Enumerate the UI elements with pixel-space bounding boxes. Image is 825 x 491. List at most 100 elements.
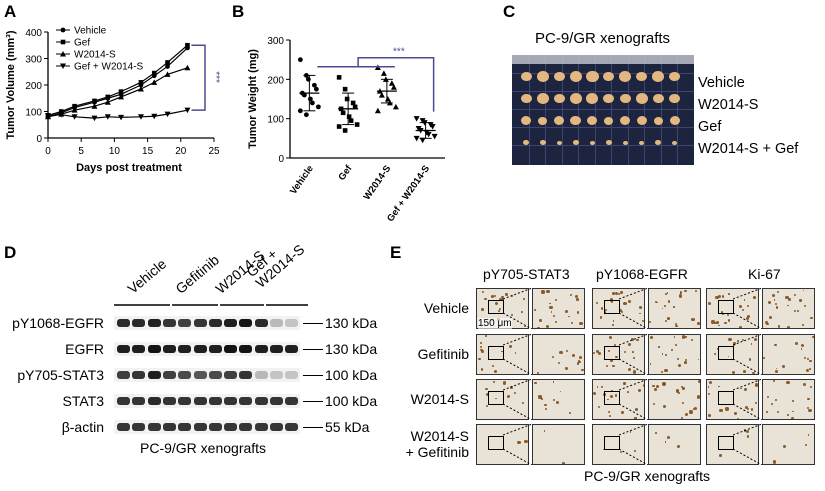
data-point	[413, 116, 420, 122]
panel-a-chart: 0 100 200 300 400 0 5 10 15 20 25 Days post treatme…	[5, 26, 221, 175]
stain-dot	[803, 382, 807, 386]
blot-band	[147, 345, 161, 353]
stain-dot	[495, 397, 498, 400]
ihc-low-mag-tile	[706, 334, 759, 375]
stain-dot	[727, 313, 730, 317]
tumor	[586, 93, 598, 104]
blot-band	[147, 423, 161, 431]
stain-dot	[791, 416, 795, 419]
kda-label: 100 kDa	[325, 367, 378, 383]
stain-dot	[802, 289, 805, 292]
blot-row-label: STAT3	[62, 393, 105, 409]
zoom-line	[619, 312, 649, 329]
stain-dot	[673, 306, 675, 308]
stain-dot	[680, 385, 684, 389]
zoom-lines	[619, 334, 649, 375]
stain-dot	[808, 408, 812, 412]
zoom-line	[619, 379, 649, 391]
ihc-column-label: pY1068-EGFR	[596, 266, 688, 282]
series-point	[45, 112, 51, 119]
data-point	[303, 112, 309, 118]
tumor	[619, 71, 631, 82]
tumor	[554, 116, 564, 125]
blot-band	[285, 319, 299, 327]
stain-dot	[707, 392, 711, 396]
panel-c-title: PC-9/GR xenografts	[535, 30, 671, 47]
zoom-lines	[503, 424, 533, 465]
blot-band	[208, 345, 222, 353]
ihc-row-label-line: W2014-S	[410, 428, 469, 444]
ihc-zoom-tile	[532, 334, 585, 375]
tumor	[636, 116, 647, 125]
stain-dot	[610, 394, 614, 398]
stain-dot	[767, 395, 770, 399]
stain-dot	[708, 302, 712, 306]
tumor	[669, 93, 680, 104]
stain-dot	[579, 321, 583, 326]
blot-band	[224, 397, 238, 405]
stain-dot	[608, 349, 611, 352]
blot-band	[239, 397, 253, 405]
data-point	[354, 122, 360, 127]
stain-dot	[620, 410, 624, 414]
stain-dot	[751, 408, 754, 411]
stain-dot	[727, 293, 730, 295]
x-tick-label: 20	[175, 146, 187, 157]
stain-dot	[777, 325, 781, 328]
stain-dot	[694, 289, 698, 293]
blot-band	[178, 423, 192, 431]
stain-dot	[642, 384, 644, 388]
tray-grid-line	[512, 91, 694, 92]
ihc-zoom-tile	[762, 379, 815, 420]
tumor	[536, 93, 549, 104]
tumor	[572, 140, 579, 146]
blot-row-label: pY1068-EGFR	[12, 315, 104, 331]
stain-dot	[598, 406, 601, 409]
blot-band	[178, 371, 192, 379]
data-point	[380, 70, 387, 76]
blot-band	[270, 319, 283, 327]
zoom-lines	[733, 379, 763, 420]
stain-dot	[671, 349, 674, 352]
category-label: Vehicle	[288, 163, 316, 196]
stain-dot	[738, 325, 743, 328]
stain-dot	[716, 347, 719, 350]
stain-dot	[565, 349, 569, 353]
stain-dot	[541, 398, 543, 401]
zoom-line	[503, 403, 533, 420]
stain-dot	[506, 395, 511, 399]
ihc-zoom-tile	[762, 334, 815, 375]
ihc-row-label-line: + Gefitinib	[405, 444, 469, 460]
stain-dot	[493, 370, 497, 374]
data-point	[297, 108, 303, 114]
stain-dot	[681, 401, 685, 405]
tray-row-label: Vehicle	[698, 75, 745, 91]
stain-dot	[678, 364, 682, 368]
stain-dot	[505, 293, 508, 296]
tray-grid-line	[561, 55, 563, 165]
tumor	[570, 115, 581, 126]
stain-dot	[804, 444, 807, 447]
panel-e-caption: PC-9/GR xenografts	[584, 468, 711, 484]
stain-dot	[720, 311, 723, 314]
stain-dot	[661, 353, 664, 355]
zoom-line	[619, 334, 649, 346]
ihc-zoom-tile	[762, 288, 815, 329]
stain-dot	[787, 298, 791, 302]
blot-band	[178, 345, 192, 353]
stain-dot	[501, 295, 504, 299]
x-tick-label: 25	[208, 146, 220, 157]
ihc-low-mag-tile	[706, 288, 759, 329]
series-line	[47, 67, 188, 118]
stain-dot	[666, 292, 669, 294]
stain-dot	[765, 322, 769, 326]
data-point	[346, 114, 352, 119]
stain-dot	[575, 294, 579, 298]
kda-label: 130 kDa	[325, 315, 378, 331]
stain-dot	[721, 313, 724, 316]
series-line	[47, 47, 188, 118]
stain-dot	[549, 305, 553, 310]
stain-dot	[480, 307, 484, 311]
stain-dot	[782, 364, 786, 369]
tray-row-label: W2014-S + Gef	[698, 141, 799, 157]
